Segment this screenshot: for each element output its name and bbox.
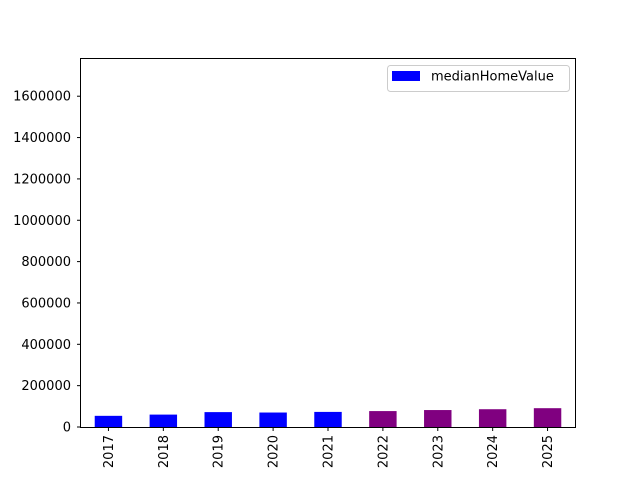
x-tick-label: 2024 <box>486 435 501 468</box>
bar-2024 <box>478 409 507 427</box>
y-axis-ticks: 0 200000 400000 600000 800000 1000000 1200000 1… <box>13 90 81 436</box>
legend-box <box>387 65 570 92</box>
x-tick-label: 2025 <box>541 435 556 468</box>
bar-2021 <box>314 411 342 427</box>
bar-2025 <box>533 408 562 427</box>
legend-swatch <box>392 71 420 81</box>
legend: medianHomeValue <box>387 65 570 92</box>
y-tick-label: 1600000 <box>13 90 71 105</box>
x-axis-ticks: 2017 2018 2019 2020 2021 2022 2023 2024 2025 <box>102 427 556 468</box>
y-tick-label: 800000 <box>21 255 71 270</box>
x-tick-label: 2017 <box>102 435 117 468</box>
y-tick-label: 1400000 <box>13 131 71 146</box>
bar-2018 <box>149 414 178 427</box>
y-tick-label: 1000000 <box>13 214 71 229</box>
y-tick-label: 200000 <box>21 379 71 394</box>
y-tick-label: 1200000 <box>13 172 71 187</box>
bars-group <box>94 408 562 427</box>
x-tick-label: 2023 <box>431 435 446 468</box>
bar-2019 <box>204 412 232 427</box>
x-tick-label: 2018 <box>157 435 172 468</box>
y-tick-label: 400000 <box>21 338 71 353</box>
x-tick-label: 2019 <box>212 435 227 468</box>
legend-label: medianHomeValue <box>431 70 554 85</box>
y-tick-label: 600000 <box>21 296 71 311</box>
x-tick-label: 2021 <box>322 435 337 468</box>
bar-2023 <box>424 410 452 427</box>
bar-2020 <box>259 412 287 427</box>
y-tick-label: 0 <box>63 421 71 436</box>
plot-frame <box>80 58 576 428</box>
x-tick-label: 2020 <box>267 435 282 468</box>
bar-2022 <box>369 411 397 427</box>
x-tick-label: 2022 <box>376 435 391 468</box>
bar-2017 <box>94 415 123 427</box>
